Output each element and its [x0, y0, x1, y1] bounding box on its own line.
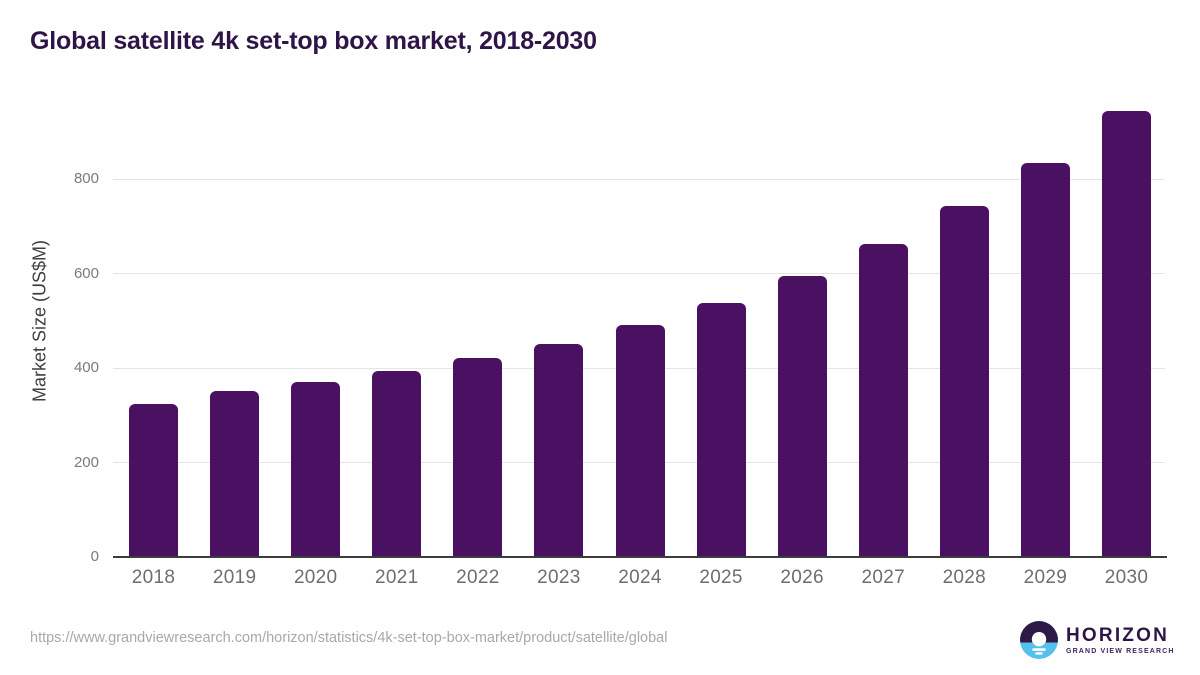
x-tick-label-2030: 2030 [1104, 567, 1149, 588]
bar-2019 [210, 391, 260, 557]
y-tick-label-400: 400 [73, 359, 99, 377]
bar-2030 [1101, 110, 1151, 557]
x-tick-label-2021: 2021 [375, 567, 419, 588]
y-tick-label-800: 800 [73, 170, 99, 188]
y-tick-label-0: 0 [90, 548, 99, 565]
bar-2023 [534, 343, 584, 557]
bar-2025 [696, 302, 746, 557]
y-tick-label-200: 200 [73, 453, 99, 471]
x-axis-line [113, 556, 1167, 558]
x-tick-label-2029: 2029 [1023, 567, 1068, 588]
horizon-logo: HORIZON GRAND VIEW RESEARCH [1020, 621, 1175, 659]
x-tick-label-2018: 2018 [131, 567, 176, 588]
horizon-logo-subtitle: GRAND VIEW RESEARCH [1066, 647, 1175, 655]
x-tick-label-2023: 2023 [537, 567, 581, 588]
bar-2018 [129, 404, 179, 557]
y-tick-label-600: 600 [73, 264, 99, 282]
x-tick-label-2024: 2024 [618, 567, 662, 588]
bar-2026 [777, 275, 827, 557]
x-tick-label-2026: 2026 [780, 567, 824, 588]
horizon-logo-icon [1020, 621, 1058, 659]
bar-2020 [291, 382, 341, 557]
x-tick-label-2025: 2025 [699, 567, 743, 588]
x-tick-label-2027: 2027 [861, 567, 905, 588]
bar-2024 [615, 324, 665, 557]
x-tick-label-2020: 2020 [293, 567, 338, 588]
bar-2022 [453, 358, 503, 557]
x-tick-label-2028: 2028 [942, 567, 987, 588]
horizon-logo-text: HORIZON GRAND VIEW RESEARCH [1066, 626, 1175, 655]
chart-title: Global satellite 4k set-top box market, … [30, 27, 597, 55]
gridline-800 [113, 178, 1165, 180]
source-url: https://www.grandviewresearch.com/horizo… [30, 630, 668, 646]
horizon-logo-name: HORIZON [1066, 624, 1170, 646]
y-axis-label: Market Size (US$M) [29, 239, 50, 403]
bar-2027 [858, 243, 908, 557]
x-tick-label-2022: 2022 [456, 567, 500, 588]
gridline-600 [113, 273, 1165, 275]
bar-2021 [372, 371, 422, 557]
bar-2029 [1020, 162, 1070, 557]
x-tick-label-2019: 2019 [212, 567, 257, 588]
bar-2028 [939, 205, 989, 557]
